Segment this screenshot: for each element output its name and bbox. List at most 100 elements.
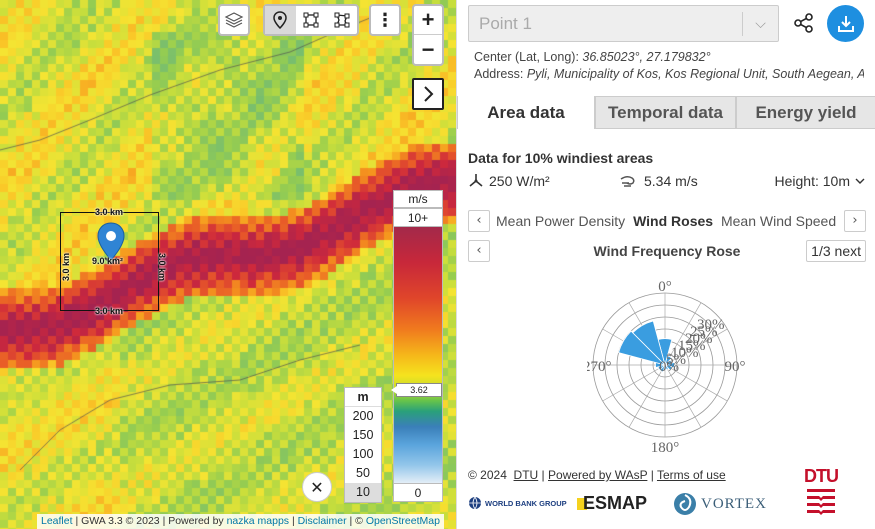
- chevron-right-icon: [424, 86, 434, 102]
- square-area-button[interactable]: [296, 6, 327, 34]
- stats-row: 250 W/m² 5.34 m/s Height: 10m: [468, 173, 866, 195]
- globe-icon: [469, 496, 481, 510]
- attribution-separator-2: | ©: [346, 515, 366, 527]
- map-menu-button[interactable]: ⋮: [369, 4, 401, 36]
- vortex-logo[interactable]: VORTEX: [673, 491, 767, 517]
- chevron-left-icon: ‹: [476, 243, 482, 258]
- tab-energy-yield[interactable]: Energy yield: [736, 96, 875, 129]
- chart-tab-power-density[interactable]: Mean Power Density: [496, 213, 626, 229]
- rose-label-south: 180°: [651, 440, 680, 456]
- rose-ring-label-25: 25%: [690, 324, 718, 340]
- worldbank-logo[interactable]: WORLD BANK GROUP: [468, 496, 567, 510]
- rose-sector: [663, 362, 675, 368]
- map[interactable]: 3.0 km 3.0 km 3.0 km 3.0 km 9.0 km²: [0, 0, 456, 529]
- rose-label-west: 270°: [587, 359, 612, 375]
- esmap-logo-text: ESMAP: [583, 493, 648, 513]
- selection-square[interactable]: [60, 212, 159, 311]
- selection-top-dimension: 3.0 km: [95, 207, 124, 217]
- dtu-logo-text: DTU: [804, 466, 839, 486]
- download-button[interactable]: [827, 5, 864, 42]
- height-option-100[interactable]: 100: [352, 447, 374, 461]
- zoom-control: + −: [412, 4, 444, 66]
- rose-ring-label-5: 5%: [666, 352, 686, 368]
- height-selector-header: m: [345, 388, 381, 407]
- selection-area-label: 9.0 km²: [92, 256, 124, 266]
- chart-tabs-next-button[interactable]: ›: [844, 210, 866, 232]
- wind-speed-value: 5.34 m/s: [644, 173, 698, 189]
- share-icon[interactable]: [793, 12, 815, 34]
- download-icon: [837, 15, 854, 32]
- chart-tab-labels: Mean Power Density Wind Roses Mean Wind …: [496, 213, 840, 229]
- rose-next-label: next: [834, 243, 861, 259]
- rose-spoke: [664, 364, 702, 428]
- center-coordinates: Center (Lat, Long): 36.85023°, 27.179832…: [474, 50, 711, 64]
- chart-tabs-prev-button[interactable]: ‹: [468, 210, 490, 232]
- location-pin-icon[interactable]: [97, 222, 125, 264]
- height-dropdown[interactable]: Height: 10m: [775, 173, 866, 189]
- leaflet-link[interactable]: Leaflet: [41, 515, 73, 527]
- rose-sector: [618, 330, 667, 366]
- tab-temporal-data[interactable]: Temporal data: [595, 96, 736, 129]
- drawing-tools: [263, 4, 359, 36]
- height-option-10[interactable]: 10: [345, 483, 381, 502]
- more-vertical-icon: ⋮: [376, 9, 394, 31]
- osm-link[interactable]: OpenStreetMap: [365, 515, 440, 527]
- height-option-50[interactable]: 50: [356, 466, 370, 480]
- rose-ring-label-10: 10%: [671, 345, 699, 361]
- point-selector-value: Point 1: [479, 14, 532, 33]
- rose-sector: [664, 355, 673, 367]
- polygon-area-button[interactable]: [326, 6, 357, 34]
- height-option-150[interactable]: 150: [352, 428, 374, 442]
- wind-turbine-icon: [469, 174, 483, 187]
- tab-area-data[interactable]: Area data: [457, 96, 595, 129]
- wind-frequency-rose: 0° 90° 180° 270° 30% 25% 20% 15% 10% 5% …: [587, 279, 746, 456]
- close-selection-button[interactable]: ✕: [302, 472, 332, 502]
- zoom-in-button[interactable]: +: [414, 6, 442, 35]
- wasp-link[interactable]: Powered by WAsP: [548, 468, 648, 482]
- chart-tab-wind-roses[interactable]: Wind Roses: [633, 213, 714, 229]
- layers-button[interactable]: [218, 4, 250, 36]
- zoom-out-button[interactable]: −: [421, 36, 435, 62]
- dtu-logo[interactable]: DTU: [804, 466, 839, 517]
- height-option-200[interactable]: 200: [352, 409, 374, 423]
- pin-tool-button[interactable]: [265, 6, 296, 34]
- footer-separator: |: [538, 468, 549, 482]
- data-heading: Data for 10% windiest areas: [468, 150, 654, 166]
- selection-right-dimension: 3.0 km: [157, 252, 168, 282]
- address-value: Pyli, Municipality of Kos, Kos Regional …: [526, 67, 864, 81]
- rose-plot: [592, 292, 738, 438]
- terms-link[interactable]: Terms of use: [656, 468, 726, 482]
- wind-speed-icon: [620, 175, 635, 187]
- rose-ring-label-20: 20%: [685, 331, 713, 347]
- close-icon: ✕: [310, 477, 324, 497]
- rose-ring-label-15: 15%: [678, 338, 706, 354]
- dtu-link[interactable]: DTU: [513, 468, 539, 482]
- legend-value-marker: 3.62: [391, 383, 442, 397]
- rose-label-east: 90°: [725, 359, 746, 375]
- chart-tab-wind-speed[interactable]: Mean Wind Speed: [720, 213, 837, 229]
- map-attribution: Leaflet | GWA 3.3 © 2023 | Powered by na…: [37, 514, 444, 529]
- power-density-value: 250 W/m²: [489, 173, 550, 189]
- layers-icon: [224, 12, 244, 28]
- rose-spoke: [664, 364, 728, 402]
- rose-page-indicator: 1/3: [811, 243, 831, 259]
- rose-title: Wind Frequency Rose: [593, 243, 741, 259]
- esmap-logo[interactable]: ESMAP: [577, 493, 647, 514]
- rose-next-button[interactable]: 1/3 next: [806, 240, 866, 262]
- pin-tool-icon: [273, 11, 288, 29]
- center-label: Center (Lat, Long):: [474, 50, 583, 64]
- chart-tabs: ‹ Mean Power Density Wind Roses Mean Win…: [468, 210, 866, 234]
- disclaimer-link[interactable]: Disclaimer: [297, 515, 347, 527]
- nazka-link[interactable]: nazka mapps: [226, 515, 290, 527]
- selection-left-dimension: 3.0 km: [61, 252, 72, 282]
- expand-panel-button[interactable]: [412, 78, 444, 110]
- address-label: Address:: [474, 67, 527, 81]
- rose-spoke: [628, 364, 666, 428]
- info-panel: Point 1 ⌵ Center (Lat, Long): 36.85023°,…: [456, 0, 875, 529]
- selection-bottom-dimension: 3.0 km: [95, 306, 124, 316]
- rose-prev-button[interactable]: ‹: [468, 240, 490, 262]
- point-selector[interactable]: Point 1 ⌵: [468, 5, 779, 42]
- legend-min: 0: [393, 483, 443, 502]
- chevron-right-icon: ›: [852, 213, 858, 228]
